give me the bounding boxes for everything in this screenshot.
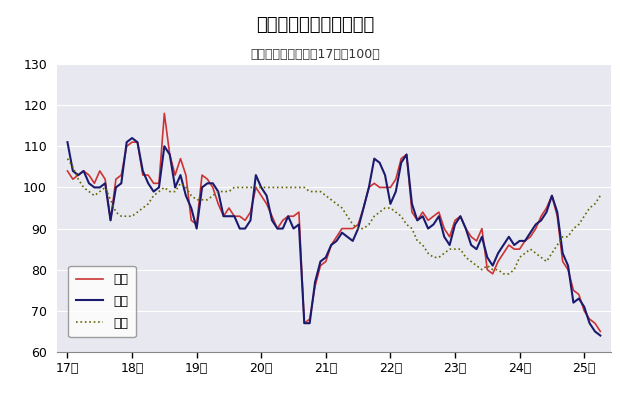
在庫 xyxy=(64,156,71,161)
生産 xyxy=(343,226,351,231)
在庫 xyxy=(166,189,173,194)
在庫 xyxy=(597,193,604,198)
出荷 xyxy=(64,140,71,144)
生産 xyxy=(597,329,604,334)
在庫 xyxy=(188,193,195,198)
生産 xyxy=(161,111,168,116)
出荷 xyxy=(575,296,583,301)
在庫 xyxy=(381,206,389,210)
Text: 鳥取県鉱工業指数の推移: 鳥取県鉱工業指数の推移 xyxy=(256,16,374,34)
出荷 xyxy=(597,333,604,338)
出荷 xyxy=(343,234,351,239)
Line: 在庫: 在庫 xyxy=(67,159,600,274)
在庫 xyxy=(338,206,346,210)
出荷 xyxy=(387,202,394,206)
出荷 xyxy=(193,226,200,231)
Text: （季節調整済、平成17年＝100）: （季節調整済、平成17年＝100） xyxy=(250,48,380,61)
在庫 xyxy=(500,272,507,276)
Line: 出荷: 出荷 xyxy=(67,138,600,336)
在庫 xyxy=(575,222,583,227)
生産 xyxy=(575,292,583,297)
出荷 xyxy=(559,251,566,256)
生産 xyxy=(559,259,566,264)
Legend: 生産, 出荷, 在庫: 生産, 出荷, 在庫 xyxy=(69,266,136,337)
生産 xyxy=(171,173,179,178)
生産 xyxy=(64,168,71,173)
Line: 生産: 生産 xyxy=(67,113,600,332)
生産 xyxy=(193,222,200,227)
在庫 xyxy=(559,234,566,239)
出荷 xyxy=(171,185,179,190)
出荷 xyxy=(129,136,136,140)
生産 xyxy=(387,185,394,190)
